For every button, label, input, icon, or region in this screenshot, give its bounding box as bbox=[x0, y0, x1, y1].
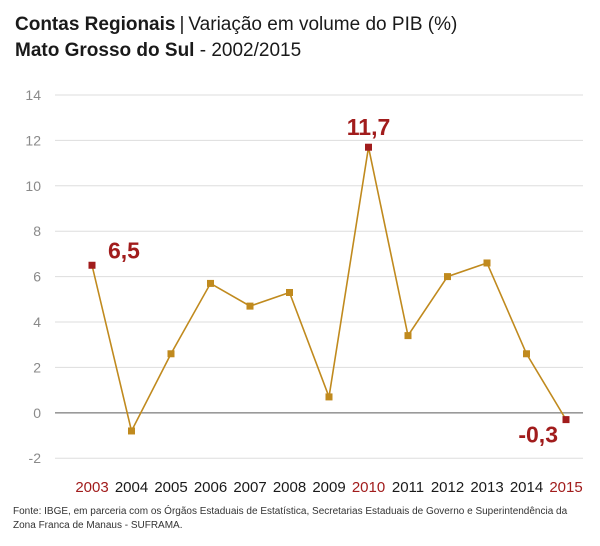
data-point bbox=[444, 273, 451, 281]
data-point bbox=[404, 332, 412, 340]
y-tick-label: 6 bbox=[33, 269, 41, 285]
data-point bbox=[246, 302, 254, 310]
x-tick-label: 2003 bbox=[75, 479, 108, 496]
y-tick-label: 8 bbox=[33, 223, 41, 239]
data-point bbox=[167, 350, 175, 358]
series-line bbox=[91, 147, 567, 434]
x-tick-label: 2014 bbox=[510, 479, 543, 496]
subtitle-rest: - 2002/2015 bbox=[199, 40, 302, 61]
title-rest: Variação em volume do PIB (%) bbox=[188, 14, 458, 35]
chart-title: Contas Regionais | Variação em volume do P… bbox=[15, 14, 457, 36]
title-bold: Contas Regionais bbox=[15, 14, 176, 35]
title-separator: | bbox=[179, 14, 185, 35]
data-point bbox=[562, 416, 570, 424]
x-tick-label: 2011 bbox=[392, 479, 424, 496]
data-point bbox=[523, 350, 530, 358]
data-label: 11,7 bbox=[347, 114, 391, 140]
y-tick-label: 4 bbox=[33, 314, 41, 330]
y-tick-label: -2 bbox=[29, 450, 42, 466]
chart-subtitle: Mato Grosso do Sul - 2002/2015 bbox=[15, 40, 301, 62]
subtitle-bold: Mato Grosso do Sul bbox=[15, 40, 195, 61]
y-tick-label: 14 bbox=[25, 87, 41, 103]
data-label: -0,3 bbox=[518, 422, 558, 448]
data-point bbox=[325, 393, 333, 401]
x-tick-label: 2010 bbox=[352, 479, 385, 496]
x-tick-label: 2012 bbox=[431, 479, 464, 496]
x-tick-label: 2008 bbox=[273, 479, 306, 496]
x-tick-label: 2004 bbox=[115, 479, 148, 496]
x-tick-label: 2006 bbox=[194, 479, 227, 496]
y-tick-label: 2 bbox=[33, 359, 41, 375]
data-point bbox=[88, 261, 96, 269]
x-tick-label: 2007 bbox=[233, 479, 266, 496]
source-note: Fonte: IBGE, em parceria com os Órgãos E… bbox=[13, 506, 568, 531]
x-tick-label: 2005 bbox=[154, 479, 187, 496]
data-point bbox=[128, 427, 135, 435]
y-tick-label: 0 bbox=[33, 405, 41, 421]
data-point bbox=[286, 288, 293, 296]
x-tick-label: 2009 bbox=[312, 479, 345, 496]
y-tick-label: 12 bbox=[25, 132, 41, 148]
data-point bbox=[365, 143, 372, 151]
data-label: 6,5 bbox=[108, 237, 140, 263]
x-tick-label: 2015 bbox=[549, 479, 582, 496]
y-tick-label: 10 bbox=[25, 178, 41, 194]
data-point bbox=[207, 279, 214, 287]
data-point bbox=[483, 259, 491, 267]
x-tick-label: 2013 bbox=[470, 479, 503, 496]
